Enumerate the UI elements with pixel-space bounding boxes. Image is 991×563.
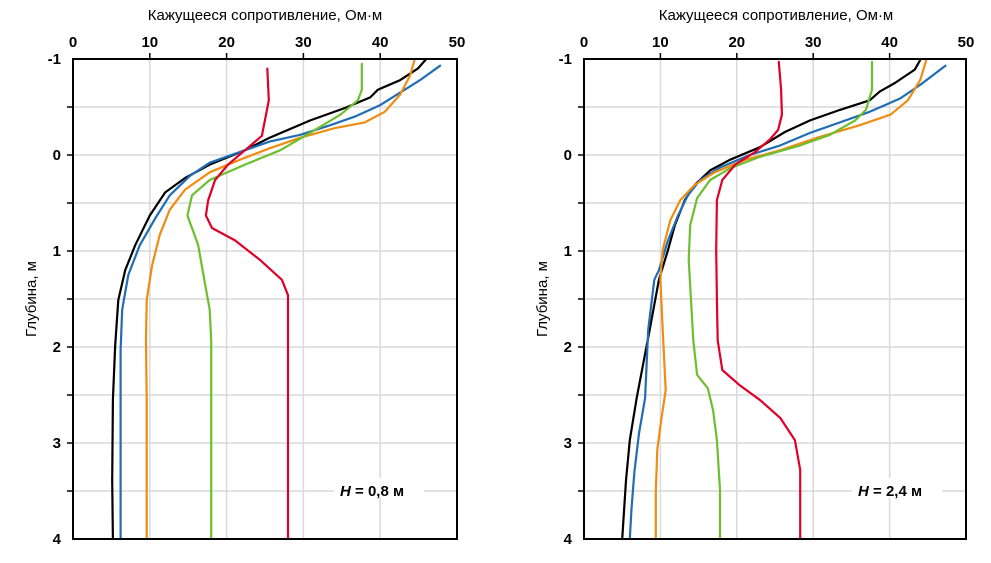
y-axis-title: Глубина, м bbox=[23, 261, 40, 337]
series-layer bbox=[111, 57, 442, 541]
series-line-blue bbox=[628, 64, 947, 541]
x-tick-label: 10 bbox=[141, 34, 158, 51]
x-axis-title: Кажущееся сопротивление, Ом·м bbox=[148, 7, 383, 24]
x-tick-label: 30 bbox=[805, 34, 822, 51]
y-tick-label: 3 bbox=[53, 435, 61, 452]
x-tick-label: 20 bbox=[218, 34, 235, 51]
annotation-background bbox=[334, 478, 424, 498]
annotation-h-text: = 0,8 м bbox=[351, 483, 404, 500]
y-tick-label: 0 bbox=[53, 147, 61, 164]
y-tick-label: 2 bbox=[53, 339, 61, 356]
x-tick-label: 0 bbox=[580, 34, 588, 51]
series-line-orange bbox=[654, 58, 928, 541]
series-line-orange bbox=[144, 57, 416, 541]
series-line-blue bbox=[119, 64, 442, 541]
y-tick-label: -1 bbox=[48, 51, 61, 68]
y-tick-label: 0 bbox=[564, 147, 572, 164]
grid-lines bbox=[584, 59, 966, 539]
chart-panel-right: 0 10 20 30 40 50 -1 0 1 2 3 4 Кажущееся сопротивлен… bbox=[534, 7, 974, 548]
grid-lines bbox=[73, 59, 457, 539]
x-tick-label: 20 bbox=[728, 34, 745, 51]
x-tick-label: 40 bbox=[881, 34, 898, 51]
y-tick-label: 4 bbox=[53, 531, 62, 548]
axis-ticks: 0 10 20 30 40 50 -1 0 1 2 3 4 bbox=[48, 34, 466, 548]
x-tick-label: 10 bbox=[652, 34, 669, 51]
series-line-green bbox=[186, 62, 363, 541]
series-layer bbox=[621, 58, 947, 541]
x-tick-label: 50 bbox=[958, 34, 975, 51]
annotation-h-value: H = 0,8 м bbox=[340, 483, 404, 500]
annotation-h-value: H = 2,4 м bbox=[858, 483, 922, 500]
x-tick-label: 50 bbox=[449, 34, 466, 51]
x-tick-label: 30 bbox=[295, 34, 312, 51]
x-tick-label: 40 bbox=[372, 34, 389, 51]
series-line-green bbox=[687, 60, 874, 541]
annotation-background bbox=[852, 478, 942, 498]
series-line-red bbox=[715, 60, 802, 541]
y-tick-label: 1 bbox=[53, 243, 61, 260]
series-line-red bbox=[204, 67, 290, 541]
annotation-h-symbol: H bbox=[340, 483, 352, 500]
y-axis-title: Глубина, м bbox=[534, 261, 551, 337]
y-tick-label: 1 bbox=[564, 243, 572, 260]
x-axis-title: Кажущееся сопротивление, Ом·м bbox=[659, 7, 894, 24]
chart-panel-left: 0 10 20 30 40 50 -1 0 1 2 3 4 Кажущееся сопротивлен… bbox=[23, 7, 465, 548]
annotation-h-text: = 2,4 м bbox=[869, 483, 922, 500]
series-line-black bbox=[621, 58, 922, 541]
y-tick-label: 3 bbox=[564, 435, 572, 452]
axis-ticks: 0 10 20 30 40 50 -1 0 1 2 3 4 bbox=[559, 34, 975, 548]
y-tick-label: -1 bbox=[559, 51, 572, 68]
annotation-h-symbol: H bbox=[858, 483, 870, 500]
y-tick-label: 4 bbox=[564, 531, 573, 548]
x-tick-label: 0 bbox=[69, 34, 77, 51]
y-tick-label: 2 bbox=[564, 339, 572, 356]
